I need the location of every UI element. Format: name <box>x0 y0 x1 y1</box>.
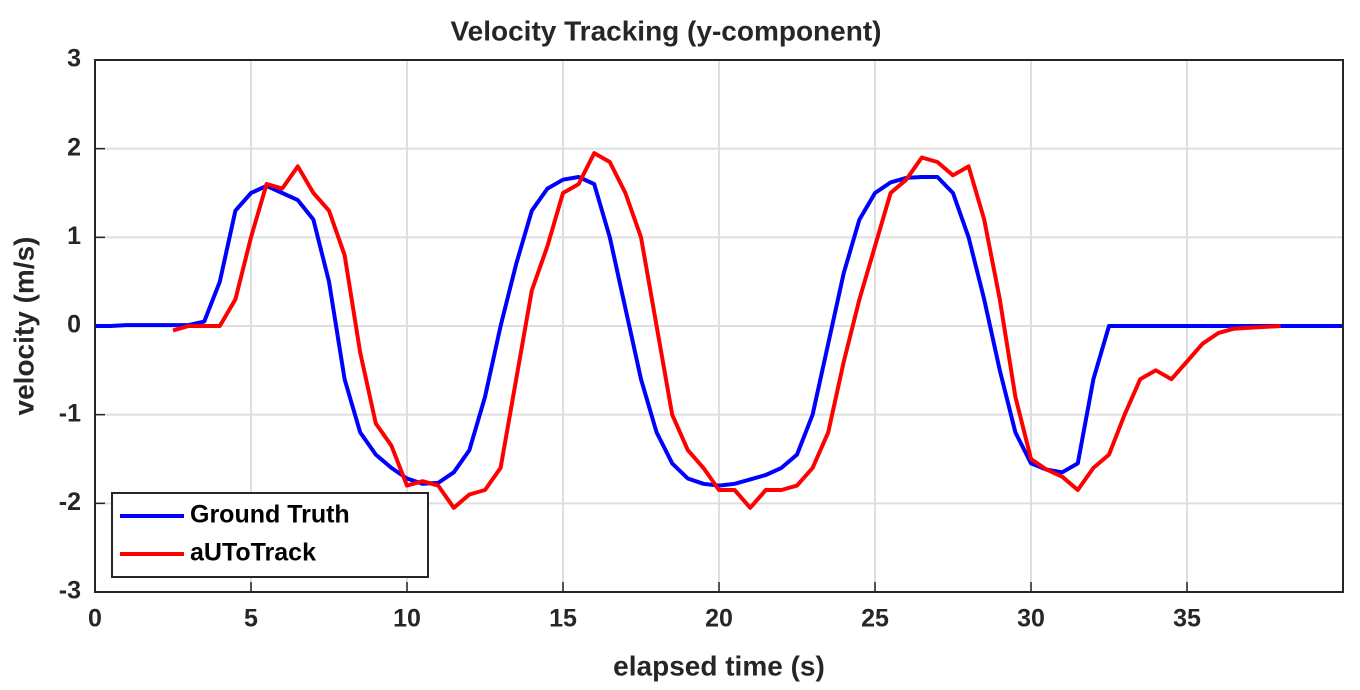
x-tick-label: 5 <box>244 605 258 633</box>
x-tick-label: 10 <box>393 605 421 633</box>
x-axis-label: elapsed time (s) <box>613 650 825 681</box>
y-tick-label: 1 <box>67 222 81 250</box>
legend-label: Ground Truth <box>190 501 350 529</box>
series-line <box>172 151 1281 510</box>
x-tick-label: 20 <box>705 605 733 633</box>
y-tick-label: -1 <box>59 399 81 427</box>
x-tick-label: 25 <box>861 605 889 633</box>
chart-title: Velocity Tracking (y-component) <box>451 15 882 46</box>
x-tick-label: 30 <box>1017 605 1045 633</box>
y-axis-label: velocity (m/s) <box>8 237 39 416</box>
y-tick-label: 2 <box>67 133 81 161</box>
y-tick-label: -2 <box>59 488 81 516</box>
y-tick-label: 3 <box>67 45 81 73</box>
plot-frame <box>94 59 1344 593</box>
x-tick-label: 0 <box>88 605 102 633</box>
series-line <box>95 175 1343 488</box>
x-tick-label: 35 <box>1173 605 1201 633</box>
legend-label: aUToTrack <box>190 539 316 567</box>
x-tick-label: 15 <box>549 605 577 633</box>
y-tick-label: -3 <box>59 577 81 605</box>
y-tick-label: 0 <box>67 311 81 339</box>
legend-box <box>111 492 429 578</box>
